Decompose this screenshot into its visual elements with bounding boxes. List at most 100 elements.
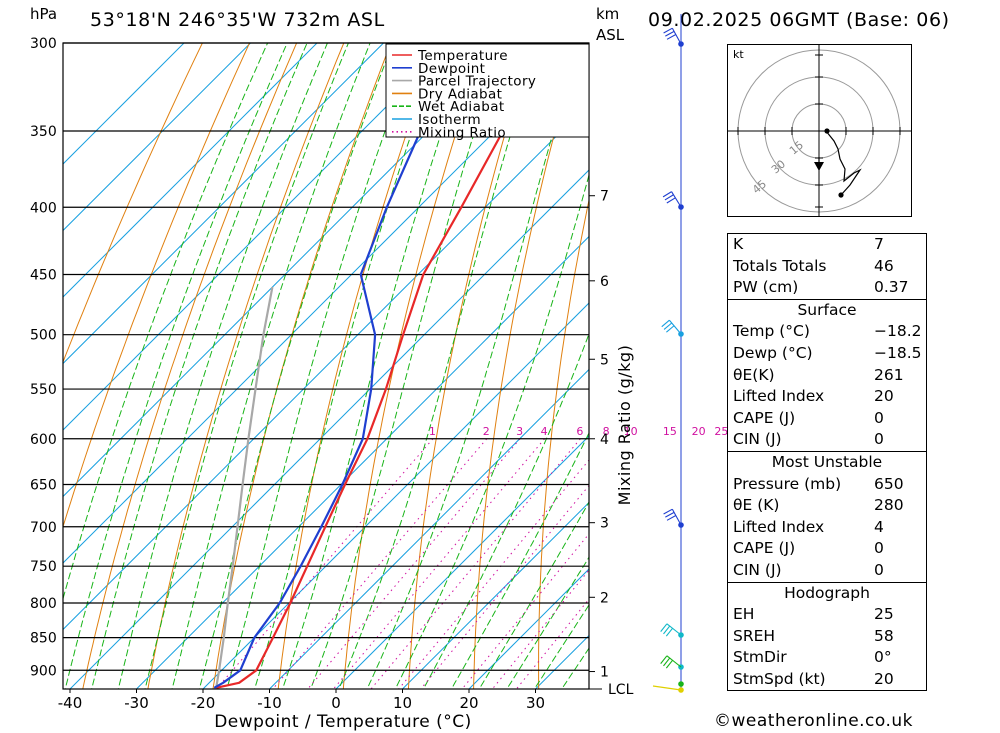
wet-adiabat-line xyxy=(338,43,540,689)
wind-level-dot xyxy=(678,681,684,687)
isotherm-line xyxy=(63,43,384,365)
most-unstable-row: θE (K) 280 xyxy=(733,496,904,515)
mixing-ratio-line xyxy=(333,438,545,689)
mixing-ratio-label: 4 xyxy=(541,425,548,438)
dry-adiabat-line xyxy=(663,43,720,689)
wind-barb xyxy=(660,655,682,669)
pressure-label: 700 xyxy=(30,520,57,536)
section-title: Most Unstable xyxy=(771,452,883,471)
lcl-label: LCL xyxy=(608,682,634,698)
mixing-ratio-label: 2 xyxy=(483,425,490,438)
plot-frame xyxy=(62,42,590,690)
x-tick-label: 20 xyxy=(459,694,478,712)
dry-adiabat-line xyxy=(602,43,674,689)
mixing-ratio-label: 1 xyxy=(429,425,436,438)
hodograph-stats-section: Hodograph EH 25 SREH 58 StmDir 0° StmSpd (k… xyxy=(727,581,927,692)
pressure-label: 750 xyxy=(30,559,57,575)
dry-adiabat-line xyxy=(407,43,533,689)
wet-adiabat-line xyxy=(281,43,473,689)
datetime-title: 09.02.2025 06GMT (Base: 06) xyxy=(648,9,950,31)
isotherm-line xyxy=(468,568,589,689)
hodograph-ring-label: 15 xyxy=(787,138,806,157)
isotherm-line xyxy=(63,43,451,431)
isotherm-line xyxy=(63,43,251,232)
storm-motion-marker xyxy=(814,162,824,171)
mixing-ratio-line xyxy=(491,569,589,689)
wet-adiabat-line xyxy=(171,43,371,689)
legend-label: Mixing Ratio xyxy=(418,125,506,141)
km-label: 6 xyxy=(600,274,609,290)
wind-barb xyxy=(660,623,682,637)
dry-adiabat-line xyxy=(212,43,392,689)
isotherm-line xyxy=(63,43,318,298)
isotherm-line xyxy=(63,102,589,631)
hodograph-end-point xyxy=(838,192,844,198)
dry-adiabat-line xyxy=(945,43,995,689)
legend-label: Parcel Trajectory xyxy=(418,74,536,90)
temperature-line xyxy=(215,43,561,689)
pressure-label: 900 xyxy=(30,663,57,679)
x-tick-label: -30 xyxy=(124,694,149,712)
legend-label: Isotherm xyxy=(418,112,481,128)
wet-adiabat-line xyxy=(91,43,308,689)
legend-label: Wet Adiabat xyxy=(418,99,505,115)
x-tick-label: 0 xyxy=(331,694,341,712)
mixing-ratio-axis-title: Mixing Ratio (g/kg) xyxy=(615,345,634,506)
wet-adiabat-line xyxy=(394,173,589,689)
wet-adiabat-line xyxy=(533,604,589,689)
site-link[interactable]: weatheronline.co.uk xyxy=(731,711,914,731)
km-label: 2 xyxy=(600,590,609,606)
km-label: 3 xyxy=(600,516,609,532)
pressure-label: 350 xyxy=(30,124,57,140)
copyright-icon: © xyxy=(714,711,732,731)
dry-adiabat-line xyxy=(473,43,580,689)
pressure-label: 400 xyxy=(30,200,57,216)
mixing-ratio-line xyxy=(215,438,434,689)
dewpoint-line xyxy=(213,43,474,689)
isotherm-line xyxy=(63,43,185,165)
isotherm-line xyxy=(335,435,589,689)
surface-row: CAPE (J) 0 xyxy=(733,408,884,427)
hodograph-trace xyxy=(825,130,862,196)
surface-wind-barb xyxy=(652,685,682,691)
pressure-label: 450 xyxy=(30,268,57,284)
section-title: Surface xyxy=(797,300,857,319)
surface-section: Surface Temp (°C) −18.2 Dewp (°C) −18.5 θE… xyxy=(727,298,927,451)
isotherm-line xyxy=(63,43,517,498)
wet-adiabat-line xyxy=(64,43,288,689)
parcel-trajectory-line xyxy=(215,286,274,688)
isotherm-line xyxy=(63,43,584,564)
hodograph-ring-label: 45 xyxy=(750,177,769,196)
hodograph-stat-row: SREH 58 xyxy=(733,626,894,645)
isotherm-line xyxy=(136,235,589,689)
km-label: 1 xyxy=(600,665,609,681)
surface-row: Dewp (°C) −18.5 xyxy=(733,343,922,362)
hodograph-stat-row: EH 25 xyxy=(733,605,894,624)
x-axis-title: Dewpoint / Temperature (°C) xyxy=(214,712,472,732)
hodograph-stat-row: StmDir 0° xyxy=(733,648,892,667)
surface-row: CIN (J) 0 xyxy=(733,430,884,449)
asl-label: ASL xyxy=(596,26,625,44)
pressure-label: 600 xyxy=(30,432,57,448)
x-tick-label: 10 xyxy=(393,694,412,712)
dry-adiabat-line xyxy=(82,43,298,689)
surface-row: Temp (°C) −18.2 xyxy=(733,322,922,341)
legend-label: Temperature xyxy=(417,48,508,64)
legend-label: Dry Adiabat xyxy=(418,86,502,102)
footer-credit[interactable]: ©weatheronline.co.uk xyxy=(714,711,913,731)
mixing-ratio-line xyxy=(461,533,589,689)
mixing-ratio-label: 15 xyxy=(663,425,677,438)
location-title: 53°18'N 246°35'W 732m ASL xyxy=(90,9,385,31)
hodograph-panel: kt 15 30 45 xyxy=(727,44,912,217)
wet-adiabat-line xyxy=(450,431,589,689)
most-unstable-section: Most Unstable Pressure (mb) 650 θE (K) 280… xyxy=(727,450,927,582)
mixing-ratio-label: 10 xyxy=(624,425,638,438)
x-tick-label: -10 xyxy=(257,694,282,712)
mixing-ratio-label: 6 xyxy=(576,425,583,438)
wet-adiabat-line xyxy=(310,43,504,689)
mixing-ratio-label: 8 xyxy=(603,425,610,438)
